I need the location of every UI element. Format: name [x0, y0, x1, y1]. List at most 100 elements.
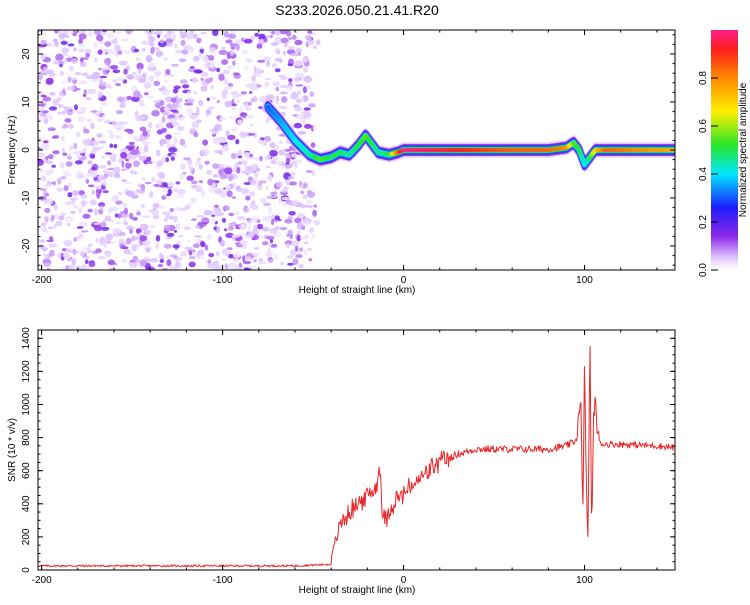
noise-speck	[64, 201, 74, 206]
noise-speck	[215, 251, 220, 257]
noise-speck	[297, 131, 307, 135]
noise-speck	[306, 247, 313, 251]
noise-speck	[196, 214, 205, 218]
noise-speck	[192, 76, 198, 84]
noise-speck	[237, 155, 243, 159]
noise-speck	[231, 196, 237, 199]
noise-speck	[243, 267, 250, 270]
noise-speck	[46, 180, 52, 187]
noise-speck	[293, 76, 301, 83]
noise-speck	[268, 206, 273, 215]
noise-speck	[114, 172, 120, 179]
noise-speck	[85, 97, 92, 101]
noise-speck	[163, 217, 168, 222]
noise-speck	[66, 55, 74, 58]
noise-speck	[140, 259, 147, 267]
noise-speck	[235, 39, 243, 44]
noise-speck	[78, 206, 83, 214]
noise-speck	[198, 180, 203, 184]
noise-speck	[170, 156, 175, 161]
noise-speck	[77, 115, 87, 123]
noise-speck	[163, 57, 169, 61]
noise-speck	[69, 30, 74, 35]
noise-speck	[263, 38, 268, 43]
noise-speck	[211, 209, 220, 214]
noise-speck	[210, 96, 217, 100]
snr-x-tick-label: -200	[32, 575, 52, 586]
noise-speck	[45, 170, 52, 176]
noise-speck	[81, 200, 87, 208]
noise-speck	[306, 199, 312, 204]
noise-speck	[42, 96, 52, 102]
noise-speck	[67, 156, 72, 160]
noise-speck	[219, 126, 223, 131]
noise-speck	[159, 100, 165, 106]
noise-speck	[258, 234, 263, 241]
noise-speck	[67, 76, 72, 83]
noise-speck	[220, 239, 225, 247]
noise-speck	[218, 49, 228, 56]
noise-speck	[280, 37, 289, 44]
noise-speck	[78, 80, 87, 85]
noise-speck	[294, 217, 302, 224]
noise-speck	[227, 175, 234, 182]
noise-speck	[103, 244, 108, 249]
noise-speck	[232, 251, 242, 259]
noise-speck	[99, 75, 108, 79]
noise-speck	[129, 169, 135, 175]
noise-speck	[313, 219, 321, 226]
noise-speck	[64, 118, 72, 123]
noise-speck	[173, 132, 182, 135]
noise-speck	[169, 265, 179, 270]
noise-speck	[291, 240, 299, 247]
noise-speck	[174, 207, 182, 211]
noise-speck	[240, 91, 247, 95]
noise-speck	[53, 38, 58, 42]
noise-speck	[191, 121, 200, 129]
noise-speck	[153, 80, 161, 87]
noise-speck	[77, 170, 81, 177]
noise-speck	[100, 32, 108, 36]
noise-speck	[212, 30, 219, 37]
noise-speck	[38, 152, 45, 158]
noise-speck	[120, 246, 129, 250]
noise-speck	[117, 121, 125, 125]
noise-speck	[223, 69, 230, 75]
noise-speck	[48, 243, 58, 248]
noise-speck	[219, 117, 228, 121]
noise-speck	[38, 115, 45, 122]
noise-speck	[67, 153, 71, 157]
noise-speck	[229, 42, 234, 48]
noise-speck	[80, 175, 85, 178]
noise-speck	[142, 47, 146, 52]
noise-speck	[78, 43, 85, 48]
noise-speck	[136, 211, 142, 216]
noise-speck	[299, 180, 303, 187]
noise-speck	[112, 79, 118, 83]
noise-speck	[126, 225, 134, 230]
noise-speck	[79, 250, 86, 257]
noise-speck	[295, 84, 304, 87]
noise-speck	[308, 258, 313, 262]
noise-speck	[95, 248, 102, 253]
noise-speck	[61, 136, 65, 141]
noise-speck	[188, 250, 193, 256]
noise-speck	[63, 58, 67, 64]
noise-speck	[294, 39, 303, 46]
noise-speck	[81, 264, 90, 270]
noise-speck	[104, 119, 112, 124]
noise-speck	[187, 158, 193, 166]
noise-speck	[296, 91, 302, 95]
noise-speck	[126, 95, 133, 101]
noise-speck	[78, 48, 84, 53]
noise-speck	[183, 44, 193, 51]
noise-speck	[307, 30, 313, 34]
noise-speck	[98, 164, 107, 169]
noise-speck	[52, 181, 57, 186]
noise-speck	[302, 58, 308, 63]
noise-speck	[242, 115, 247, 119]
snr-y-tick-label: 1000	[21, 393, 32, 416]
snr-x-label: Height of straight line (km)	[299, 585, 416, 596]
